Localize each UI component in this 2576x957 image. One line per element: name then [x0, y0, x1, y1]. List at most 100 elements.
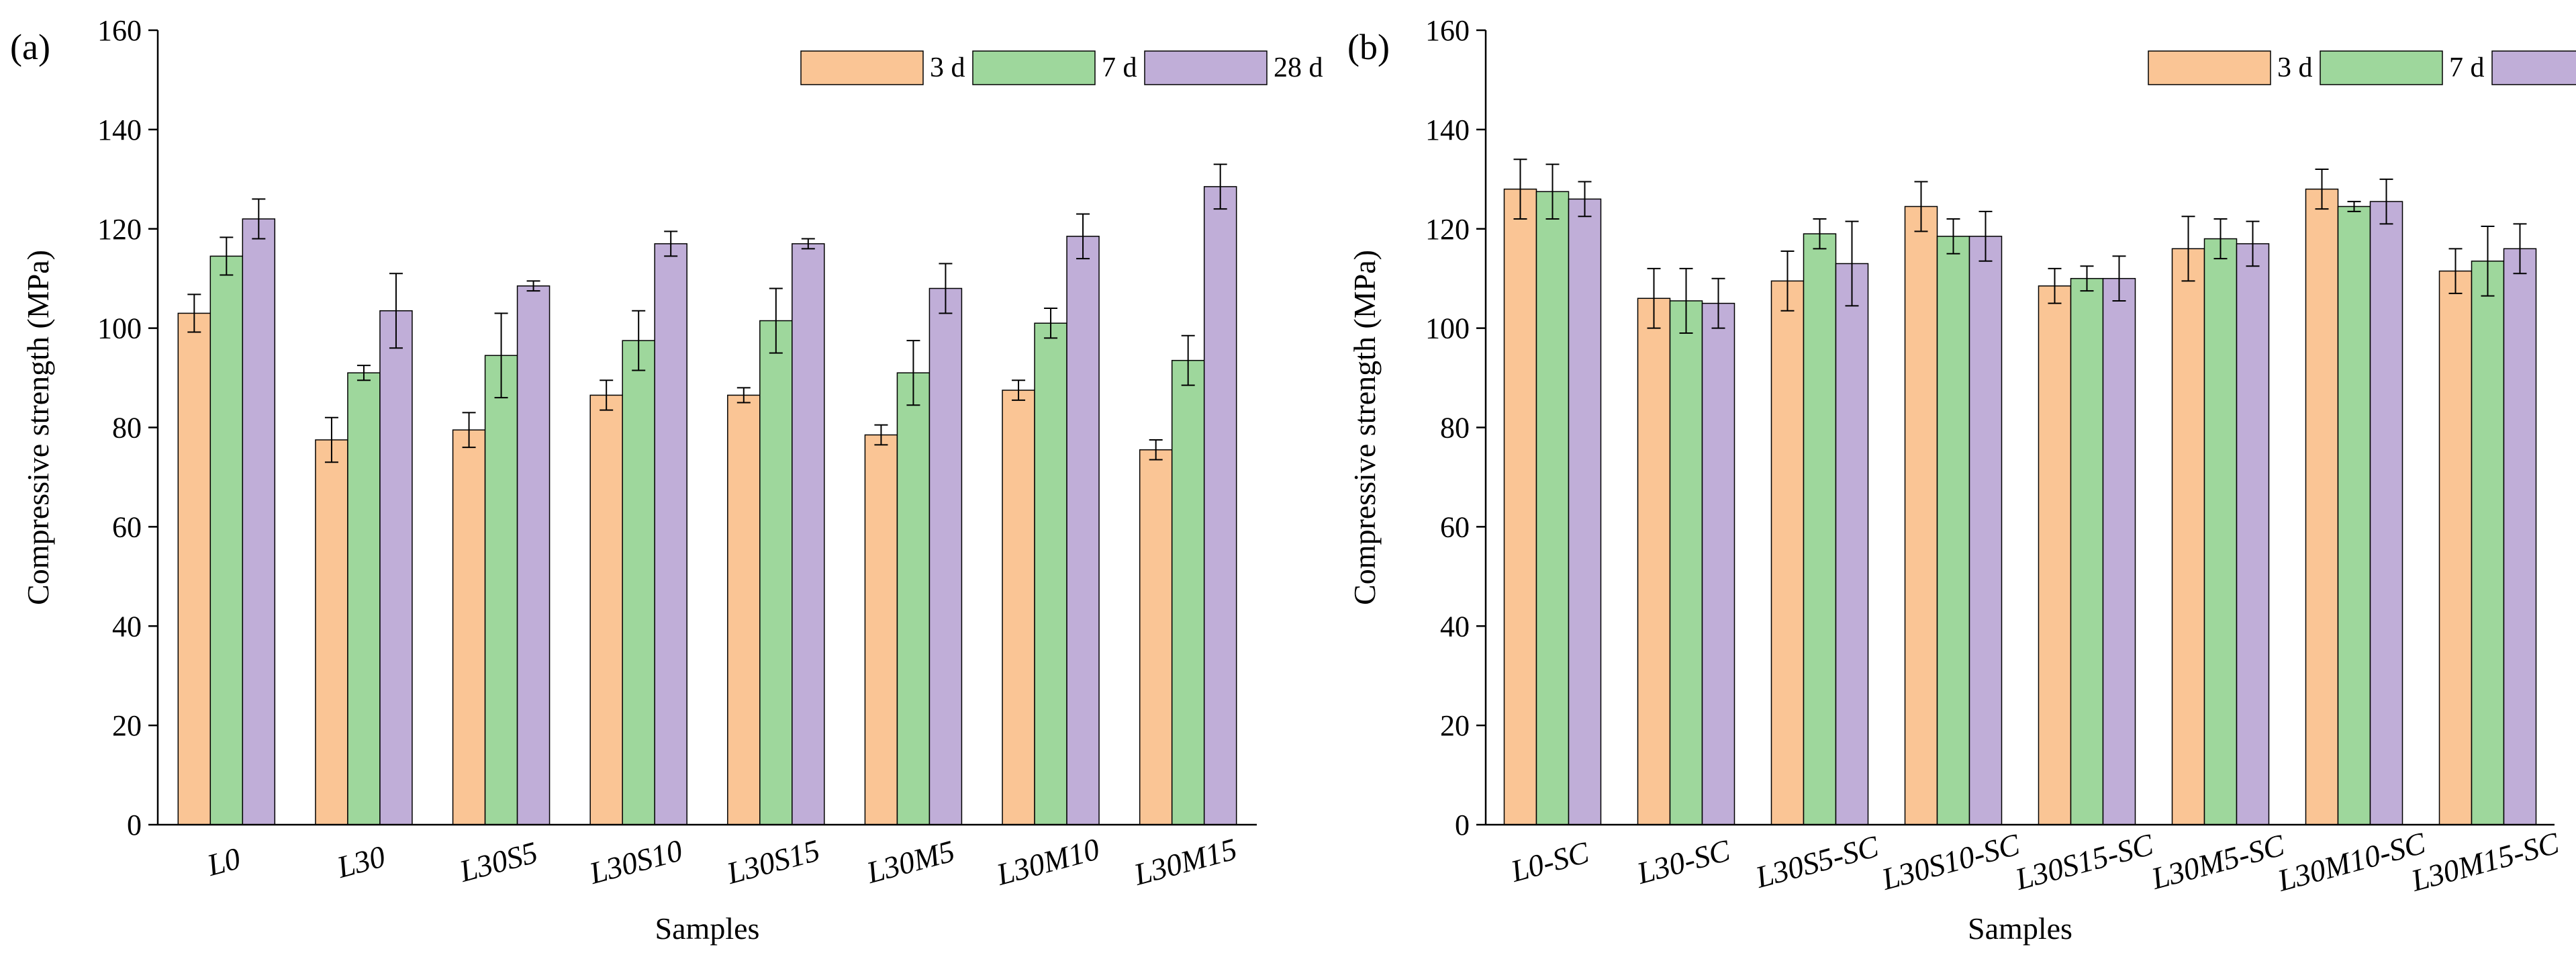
legend: 3 d7 d28 d — [2148, 50, 2576, 85]
error-bar-28d-L30S5-SC — [1845, 220, 1859, 307]
bar-7d-L30 — [347, 372, 381, 825]
legend-swatch-3d — [2148, 50, 2271, 85]
chart-panel-a: L0 L30 L30S5 L30S10 L30S15 L30M5 L30M10 L30M15 0… — [10, 14, 1323, 946]
error-bar-7d-L30 — [356, 365, 371, 381]
error-bar-7d-L30S10 — [632, 310, 646, 371]
bar-7d-L30M15 — [1171, 359, 1205, 825]
y-tick-label: 140 — [97, 113, 142, 146]
error-bar-3d-L30M5 — [874, 424, 888, 446]
y-axis-title: Compressive strength (MPa) — [21, 250, 55, 605]
legend-swatch-7d — [2320, 50, 2443, 85]
y-tick-label: 40 — [1440, 610, 1470, 643]
error-bar-3d-L30S15 — [736, 387, 751, 404]
x-tick-label: L30 — [333, 839, 389, 884]
bar-28d-L30S5-SC — [1835, 263, 1869, 825]
error-bar-28d-L30S10-SC — [1978, 210, 1993, 262]
x-tick-label: L30-SC — [1633, 833, 1734, 891]
legend-swatch-7d — [972, 50, 1096, 85]
error-bar-3d-L30M15 — [1149, 439, 1163, 461]
error-bar-7d-L30M10-SC — [2347, 201, 2361, 212]
error-bar-7d-L30-SC — [1679, 267, 1693, 334]
error-bar-7d-L30S10-SC — [1946, 218, 1960, 255]
error-bar-28d-L30S15 — [801, 238, 815, 250]
error-bar-3d-L0 — [187, 293, 201, 333]
x-axis-title: Samples — [1968, 911, 2072, 946]
bar-3d-L30-SC — [1637, 298, 1671, 825]
bar-7d-L30S10-SC — [1936, 236, 1970, 825]
x-tick-label: L30S10-SC — [1878, 827, 2024, 897]
error-bar-28d-L30M15-SC — [2513, 223, 2527, 275]
bar-28d-L30S15 — [792, 243, 825, 825]
bar-28d-L30-SC — [1701, 302, 1735, 825]
y-tick-label: 40 — [112, 610, 142, 643]
legend-label: 28 d — [1274, 52, 1323, 83]
legend-label: 3 d — [930, 52, 965, 83]
error-bar-28d-L30M5 — [939, 263, 953, 314]
bar-28d-L30S15-SC — [2102, 277, 2136, 825]
bar-3d-L30S10-SC — [1904, 206, 1938, 825]
error-bar-3d-L30 — [324, 416, 338, 463]
bar-3d-L30M15 — [1139, 449, 1173, 825]
error-bar-28d-L0 — [252, 198, 266, 240]
bar-28d-L30M5 — [928, 287, 963, 825]
error-bar-3d-L30M5-SC — [2181, 216, 2195, 282]
y-tick-label: 20 — [112, 709, 142, 742]
bar-28d-L30S5 — [516, 285, 551, 825]
error-bar-28d-L30S15-SC — [2112, 255, 2126, 302]
bar-3d-L30S5-SC — [1770, 280, 1805, 825]
error-bar-7d-L30M10 — [1044, 308, 1058, 339]
legend-swatch-28d — [1144, 50, 1268, 85]
y-tick-label: 0 — [127, 809, 142, 841]
x-tick-label: L30S15-SC — [2011, 827, 2158, 897]
bar-7d-L0 — [209, 255, 244, 825]
legend-label: 7 d — [2449, 52, 2485, 83]
y-tick-label: 160 — [1425, 14, 1470, 47]
x-tick-label: L30S5-SC — [1752, 829, 1883, 895]
legend-swatch-3d — [800, 50, 924, 85]
x-tick-label: L0-SC — [1507, 835, 1593, 888]
panel-label: (b) — [1347, 27, 1390, 67]
bar-3d-L30 — [315, 439, 348, 825]
bar-7d-L30M5-SC — [2203, 238, 2238, 825]
bar-28d-L30M15-SC — [2503, 248, 2537, 825]
bar-28d-L0-SC — [1568, 198, 1602, 825]
error-bar-3d-L30M10-SC — [2315, 169, 2329, 210]
error-bar-7d-L30M5 — [906, 340, 920, 406]
bar-3d-L30M10 — [1002, 390, 1035, 825]
bar-7d-L30M5 — [896, 372, 931, 825]
error-bar-3d-L30M15-SC — [2448, 248, 2463, 294]
bar-3d-L30M15-SC — [2438, 270, 2473, 825]
bar-28d-L30M10-SC — [2369, 201, 2403, 825]
y-tick-label: 20 — [1440, 709, 1470, 742]
bar-3d-L0-SC — [1503, 188, 1537, 825]
bar-7d-L30-SC — [1669, 300, 1703, 825]
bar-3d-L30M5-SC — [2171, 248, 2205, 825]
y-tick-label: 100 — [1425, 312, 1470, 345]
error-bar-28d-L30S10 — [664, 230, 678, 257]
x-tick-label: L30M15 — [1130, 831, 1241, 892]
y-axis-title: Compressive strength (MPa) — [1347, 250, 1382, 605]
y-tick-label: 140 — [1425, 113, 1470, 146]
bar-28d-L0 — [242, 218, 276, 825]
bar-7d-L30S10 — [622, 340, 655, 825]
bar-7d-L30S15 — [759, 320, 793, 825]
error-bar-7d-L30M15-SC — [2481, 226, 2495, 297]
bar-3d-L30S5 — [452, 429, 486, 825]
bar-3d-L0 — [177, 312, 211, 825]
y-tick-label: 100 — [97, 312, 142, 345]
error-bar-7d-L30M5-SC — [2213, 218, 2228, 260]
y-tick-label: 120 — [97, 213, 142, 246]
error-bar-28d-L30M10 — [1076, 213, 1090, 260]
error-bar-7d-L0-SC — [1545, 163, 1560, 220]
y-tick-label: 0 — [1455, 809, 1470, 841]
error-bar-3d-L30S10-SC — [1914, 181, 1928, 232]
x-tick-label: L30M15-SC — [2407, 825, 2563, 898]
y-tick-label: 120 — [1425, 213, 1470, 246]
y-tick-label: 80 — [1440, 412, 1470, 445]
error-bar-7d-L30M15 — [1181, 334, 1195, 386]
error-bar-7d-L30S15 — [769, 287, 783, 354]
error-bar-7d-L30S15-SC — [2080, 265, 2094, 292]
bar-7d-L30S5-SC — [1803, 233, 1837, 825]
